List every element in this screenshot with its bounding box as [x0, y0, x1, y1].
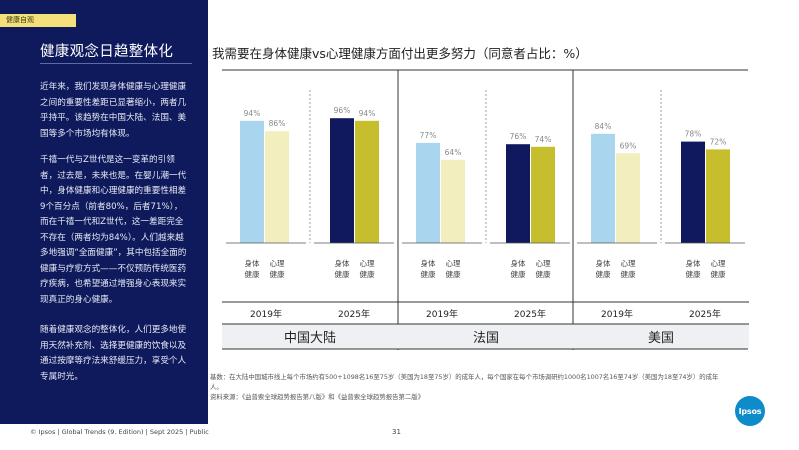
chart-title: 我需要在身体健康vs心理健康方面付出更多努力（同意者占比：%） — [212, 46, 588, 61]
chart-notes: 基数：在大陆中国城市线上每个市场约有500+1098名16至75岁（美国为18至… — [210, 372, 730, 402]
category-label: 心理 — [711, 259, 726, 268]
market-label: 美国 — [648, 331, 674, 346]
category-label: 身体 — [596, 258, 611, 268]
sidebar-paragraph-3: 随着健康观念的整体化，人们更多地使用天然补充剂、选择更健康的饮食以及通过按摩等疗… — [40, 325, 187, 382]
year-label: 2019年 — [601, 308, 633, 320]
category-label: 身体 — [686, 258, 701, 268]
base-note: 基数：在大陆中国城市线上每个市场约有500+1098名16至75岁（美国为18至… — [210, 373, 719, 391]
value-label: 69% — [620, 141, 637, 150]
value-label: 77% — [420, 131, 437, 140]
bar-physical — [416, 142, 440, 243]
sidebar-panel: 健康自观 健康观念日趋整体化 近年来，我们发现身体健康与心理健康之间的重要性差距… — [0, 0, 208, 424]
sidebar-paragraph-2: 千禧一代与Z世代是这一变革的引领者，过去是，未来也是。在婴儿潮一代中，身体健康和… — [40, 155, 187, 305]
bar-mental — [355, 120, 379, 243]
value-label: 72% — [710, 137, 727, 146]
bar-physical — [681, 141, 705, 243]
year-label: 2025年 — [338, 308, 370, 320]
market-label: 中国大陆 — [284, 330, 336, 346]
category-label: 心理 — [270, 259, 285, 268]
bar-mental — [531, 146, 555, 243]
category-label: 健康 — [245, 269, 260, 279]
year-label: 2025年 — [514, 308, 546, 320]
category-label: 健康 — [711, 269, 726, 279]
sidebar-paragraph-1: 近年来，我们发现身体健康与心理健康之间的重要性差距已显著缩小，两者几乎持平。该趋… — [40, 82, 187, 139]
year-label: 2019年 — [426, 308, 458, 320]
category-label: 健康 — [270, 269, 285, 279]
sidebar-divider — [40, 63, 192, 64]
ipsos-logo: Ipsos — [735, 396, 765, 426]
source-note: 资料来源：《益普索全球趋势报告第八版》和《益普索全球趋势报告第二版》 — [210, 393, 425, 401]
value-label: 64% — [445, 148, 462, 157]
value-label: 78% — [685, 130, 702, 139]
category-label: 身体 — [245, 258, 260, 268]
value-label: 74% — [535, 135, 552, 144]
bar-mental — [441, 159, 465, 243]
market-band — [222, 324, 398, 349]
category-label: 心理 — [536, 259, 551, 268]
bar-physical — [330, 118, 354, 243]
footer-text: © Ipsos | Global Trends (9. Edition) | S… — [30, 428, 209, 436]
sidebar-title: 健康观念日趋整体化 — [40, 44, 174, 60]
logo-text: Ipsos — [738, 406, 762, 416]
category-label: 健康 — [621, 269, 636, 279]
value-label: 86% — [269, 119, 286, 128]
category-label: 健康 — [335, 269, 350, 279]
section-tag: 健康自观 — [0, 14, 76, 27]
category-label: 身体 — [335, 258, 350, 268]
market-label: 法国 — [473, 331, 499, 346]
bar-physical — [506, 144, 530, 243]
market-band — [573, 324, 749, 349]
category-label: 健康 — [511, 269, 526, 279]
value-label: 76% — [510, 132, 527, 141]
page-number: 31 — [392, 428, 401, 436]
bar-mental — [706, 149, 730, 243]
category-label: 身体 — [511, 258, 526, 268]
category-label: 健康 — [686, 269, 701, 279]
section-tag-label: 健康自观 — [6, 16, 34, 24]
value-label: 94% — [244, 109, 261, 118]
category-label: 心理 — [360, 259, 375, 268]
category-label: 健康 — [536, 269, 551, 279]
year-label: 2025年 — [689, 308, 721, 320]
bar-mental — [265, 131, 289, 243]
bar-mental — [616, 153, 640, 243]
bar-physical — [240, 120, 264, 243]
year-label: 2019年 — [250, 308, 282, 320]
market-band — [398, 324, 574, 349]
category-label: 心理 — [446, 259, 461, 268]
category-label: 身体 — [421, 258, 436, 268]
category-label: 健康 — [360, 269, 375, 279]
value-label: 84% — [595, 122, 612, 131]
category-label: 健康 — [596, 269, 611, 279]
category-label: 心理 — [621, 259, 636, 268]
category-label: 健康 — [421, 269, 436, 279]
value-label: 94% — [359, 109, 376, 118]
category-label: 健康 — [446, 269, 461, 279]
value-label: 96% — [334, 106, 351, 115]
bar-physical — [591, 133, 615, 243]
